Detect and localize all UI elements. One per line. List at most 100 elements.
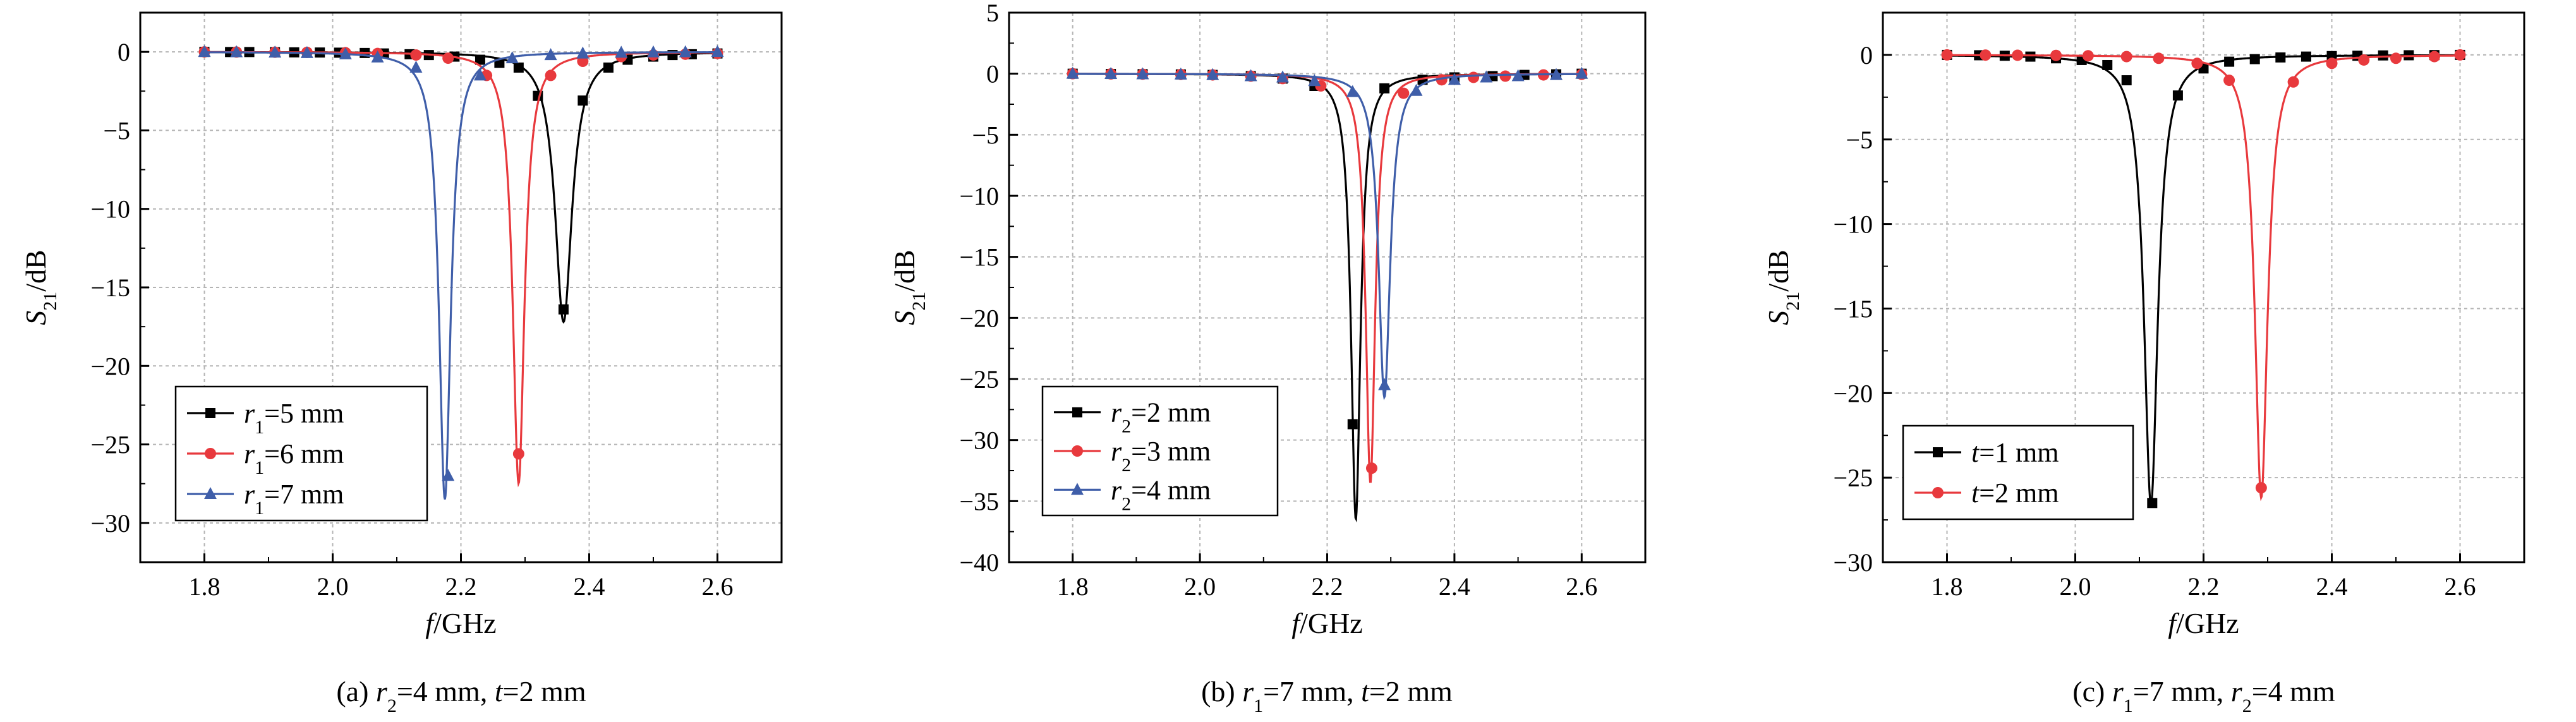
- chart-panel-b: 1.8 2.0 2.2 2.4 2.6 5 0 −5 −10 −15 −20 −25 −30 −35 −40…: [888, 0, 1647, 716]
- data-point: [2287, 76, 2299, 88]
- data-point: [679, 45, 692, 57]
- x-tick-label: 2.2: [2188, 572, 2220, 601]
- data-point: [2275, 52, 2286, 63]
- data-point: [2012, 49, 2024, 61]
- data-point: [711, 45, 724, 57]
- y-tick-label: −30: [1833, 548, 1873, 577]
- data-point: [1410, 83, 1423, 96]
- x-tick-label: 2.6: [702, 572, 734, 601]
- y-tick-label: −15: [959, 243, 999, 272]
- data-point: [2191, 57, 2203, 69]
- y-tick-label: −5: [1846, 126, 1873, 154]
- x-axis-label: f/GHz: [425, 607, 496, 639]
- data-point: [1276, 70, 1290, 83]
- y-tick-label: −10: [1833, 210, 1873, 239]
- y-tick-label: −10: [90, 195, 130, 224]
- data-point: [473, 68, 487, 81]
- data-point: [2428, 51, 2440, 63]
- x-tick-label: 2.2: [1312, 572, 1343, 601]
- data-point: [545, 69, 557, 81]
- x-tick-label: 2.0: [2060, 572, 2091, 601]
- series-2: [198, 45, 724, 500]
- series-2: [1066, 66, 1588, 400]
- data-point: [1174, 67, 1187, 80]
- legend-label: t=1 mm: [1971, 437, 2059, 468]
- legend-item: r1=7 mm: [187, 479, 344, 519]
- legend-item: r2=3 mm: [1054, 436, 1211, 476]
- y-tick-label: −15: [1833, 294, 1873, 323]
- data-point: [505, 51, 519, 64]
- y-tick-label: −25: [90, 431, 130, 459]
- data-point: [339, 47, 352, 59]
- y-tick-label: 0: [118, 38, 130, 66]
- data-point: [2025, 51, 2036, 62]
- legend-box: [1902, 424, 2134, 520]
- data-point: [2082, 50, 2094, 62]
- x-tick-label: 2.0: [317, 572, 349, 601]
- y-tick-label: −20: [90, 352, 130, 380]
- data-point: [1104, 67, 1118, 80]
- data-point: [2172, 90, 2183, 101]
- data-point: [2224, 56, 2235, 67]
- y-tick-label: −15: [90, 274, 130, 302]
- data-point: [1066, 66, 1079, 79]
- data-point: [2358, 54, 2370, 66]
- data-point: [371, 50, 384, 63]
- series-line: [1947, 54, 2460, 502]
- legend-marker: [1072, 445, 1083, 457]
- y-tick-label: −5: [972, 121, 999, 149]
- x-tick-label: 2.4: [2316, 572, 2348, 601]
- x-tick-label: 2.6: [2445, 572, 2476, 601]
- data-point: [300, 45, 313, 58]
- data-point: [544, 48, 557, 61]
- data-point: [1378, 378, 1391, 390]
- panel-caption: (a) r2=4 mm, t=2 mm: [336, 675, 586, 716]
- chart-panel-c: 1.8 2.0 2.2 2.4 2.6 0 −5 −10 −15 −20 −25 −30 f/GHz S2…: [1762, 11, 2525, 716]
- data-point: [269, 45, 282, 58]
- x-tick-label: 2.6: [1566, 572, 1597, 601]
- data-point: [2301, 51, 2311, 62]
- data-point: [647, 45, 660, 57]
- data-point: [1379, 83, 1390, 93]
- data-point: [1575, 66, 1588, 79]
- legend-marker: [1933, 447, 1943, 457]
- data-point: [2454, 49, 2466, 61]
- data-point: [2255, 482, 2267, 494]
- data-point: [230, 45, 243, 57]
- data-point: [603, 63, 614, 73]
- legend-label: r1=7 mm: [244, 479, 344, 519]
- data-point: [1499, 70, 1511, 82]
- series-line: [204, 51, 718, 500]
- data-point: [1550, 68, 1563, 80]
- y-tick-label: −30: [90, 509, 130, 538]
- legend-item: r1=5 mm: [187, 398, 344, 438]
- y-tick-label: −30: [959, 426, 999, 455]
- panel-caption: (b) r1=7 mm, t=2 mm: [1201, 675, 1453, 716]
- data-point: [1468, 71, 1480, 83]
- x-axis-label: f/GHz: [1291, 607, 1362, 639]
- data-point: [1308, 74, 1321, 87]
- data-point: [198, 45, 211, 57]
- x-axis-label: f/GHz: [2168, 607, 2239, 639]
- y-tick-label: −10: [959, 182, 999, 210]
- data-point: [1346, 85, 1359, 97]
- legend-marker: [1072, 407, 1082, 418]
- series-line: [204, 51, 718, 324]
- chart-panel-a: 1.8 2.0 2.2 2.4 2.6 0 −5 −10 −15 −20 −25 −30 f/GHz S2…: [20, 11, 783, 716]
- legend-label: r2=2 mm: [1111, 397, 1211, 437]
- legend-item: r2=4 mm: [1054, 474, 1211, 514]
- data-point: [2050, 49, 2062, 61]
- x-tick-label: 1.8: [1057, 572, 1089, 601]
- y-tick-label: −25: [1833, 464, 1873, 492]
- data-point: [475, 54, 485, 65]
- y-tick-label: 0: [986, 60, 999, 88]
- x-tick-label: 1.8: [1932, 572, 1963, 601]
- x-tick-label: 1.8: [189, 572, 221, 601]
- data-point: [1244, 69, 1257, 81]
- x-tick-label: 2.0: [1184, 572, 1216, 601]
- x-tick-label: 2.4: [1439, 572, 1470, 601]
- data-point: [1365, 462, 1377, 474]
